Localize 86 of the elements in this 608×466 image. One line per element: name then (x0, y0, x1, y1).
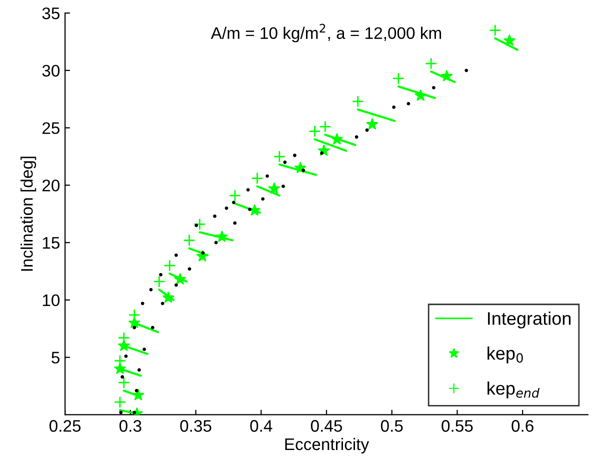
point (232, 200, 236, 204)
point (164, 259, 176, 272)
point (174, 283, 178, 287)
point (114, 396, 126, 408)
point (504, 34, 516, 46)
point (268, 182, 280, 194)
point (425, 57, 438, 70)
point (464, 68, 468, 72)
point (406, 102, 410, 106)
point (251, 172, 264, 184)
point (319, 120, 332, 133)
point (132, 410, 136, 414)
point (489, 24, 502, 36)
point (248, 208, 252, 212)
point (134, 388, 138, 392)
point (266, 174, 269, 178)
point (331, 133, 343, 144)
y-tick-label: 30 (42, 64, 60, 77)
point (194, 218, 206, 230)
x-tick-label: 0.35 (180, 420, 212, 432)
point (114, 362, 126, 374)
point (183, 234, 196, 246)
point (228, 189, 242, 202)
point (320, 151, 324, 155)
point (294, 162, 306, 174)
point (119, 410, 123, 414)
point (392, 105, 396, 109)
point (365, 128, 369, 132)
point (308, 125, 321, 138)
point (153, 276, 166, 288)
point (120, 375, 124, 379)
legend-label: kep$_{0}$ (488, 346, 523, 364)
point (282, 184, 285, 188)
x-tick-label: 0.55 (442, 420, 473, 432)
point (132, 389, 144, 400)
point (366, 118, 378, 130)
x-tick-label: 0.4 (250, 420, 272, 432)
point (174, 254, 178, 257)
point (261, 197, 265, 201)
point (283, 160, 287, 164)
point (142, 348, 146, 352)
legend-label: kep$_{end}$ (488, 382, 540, 398)
point (118, 340, 130, 351)
point (216, 230, 228, 242)
legend-label: Integration (488, 312, 571, 328)
y-tick-label: 5 (52, 352, 60, 364)
x-tick-label: 0.3 (119, 420, 142, 432)
point (293, 154, 296, 158)
point (128, 316, 140, 328)
x-tick-label: 0.5 (380, 420, 403, 432)
point (140, 302, 144, 306)
point (213, 214, 216, 218)
y-tick-label: 15 (42, 237, 60, 249)
point (440, 70, 453, 82)
y-tick-label: 35 (42, 7, 60, 20)
x-tick-label: 0.6 (512, 420, 534, 432)
y-tick-label: 10 (42, 294, 60, 306)
point (160, 302, 164, 306)
text: A/m = 10 kg/m$^{2}$, a = 12,000 km (210, 24, 442, 42)
x-axis-title: Eccentricity (285, 438, 370, 454)
point (150, 326, 154, 330)
point (174, 273, 186, 284)
point (273, 150, 286, 163)
y-tick-label: 20 (42, 180, 60, 192)
point (352, 95, 364, 108)
x-tick-label: 0.25 (49, 420, 81, 432)
point (149, 288, 153, 292)
point (302, 168, 306, 172)
point (246, 188, 250, 192)
point (124, 354, 128, 358)
point (392, 72, 404, 85)
point (224, 206, 228, 210)
point (432, 86, 436, 90)
point (214, 240, 218, 244)
x-tick-label: 0.45 (310, 420, 342, 432)
point (118, 376, 130, 389)
point (201, 251, 205, 255)
point (159, 273, 162, 276)
y-tick-label: 25 (42, 122, 60, 134)
point (233, 221, 237, 225)
point (162, 292, 174, 303)
point (414, 90, 426, 101)
point (132, 326, 136, 330)
y-axis-title: Inclination [deg] (20, 156, 36, 271)
point (137, 368, 141, 372)
point (194, 224, 198, 228)
